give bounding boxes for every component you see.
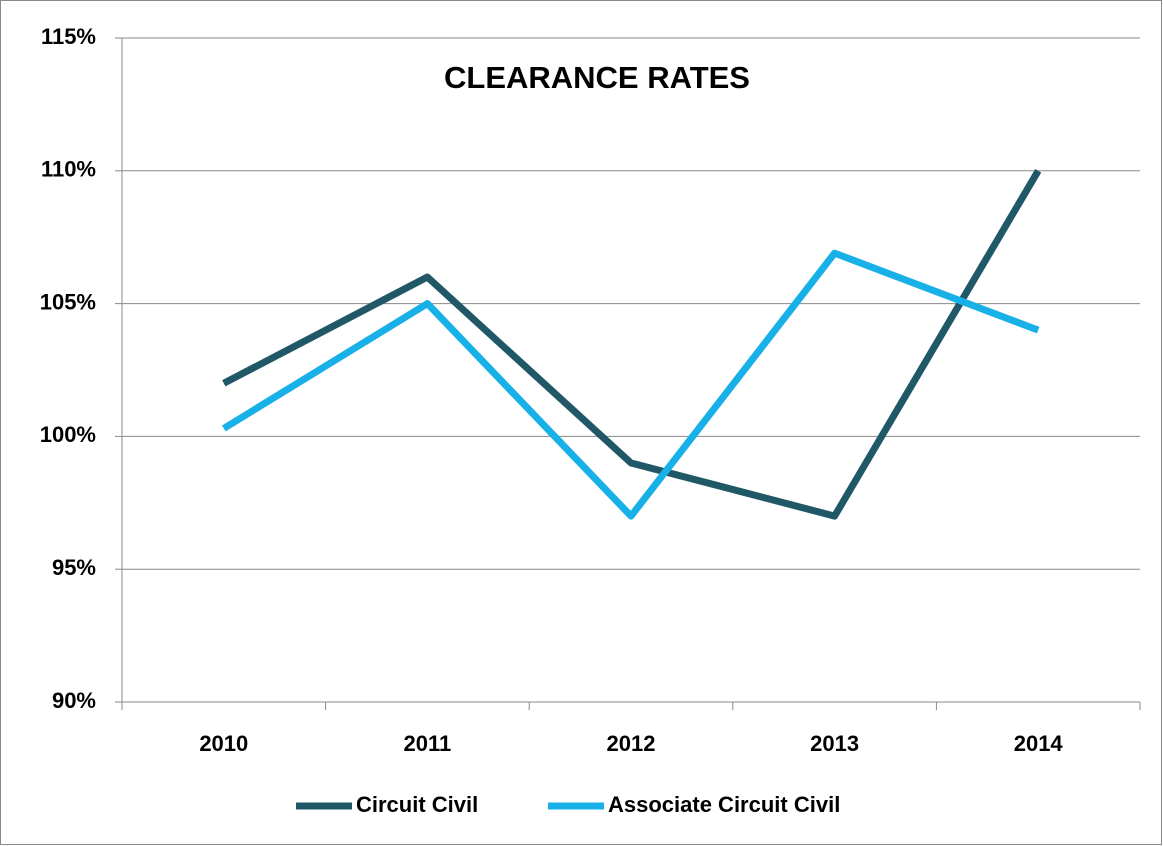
y-tick-label: 95% [52,555,96,580]
y-tick-label: 110% [41,157,96,182]
chart-title: CLEARANCE RATES [444,60,750,95]
x-tick-label: 2010 [199,731,248,756]
y-tick-label: 115% [41,24,96,49]
series-line [221,249,1040,520]
x-tick-label: 2014 [1014,731,1064,756]
legend-label: Circuit Civil [356,792,478,817]
x-tick-label: 2013 [810,731,859,756]
x-tick-label: 2012 [607,731,656,756]
y-tick-label: 90% [52,688,96,713]
x-tick-label: 2011 [404,731,452,756]
y-tick-label: 100% [40,422,96,447]
legend-label: Associate Circuit Civil [608,792,840,817]
series-line [222,169,1042,520]
y-tick-label: 105% [40,289,96,314]
